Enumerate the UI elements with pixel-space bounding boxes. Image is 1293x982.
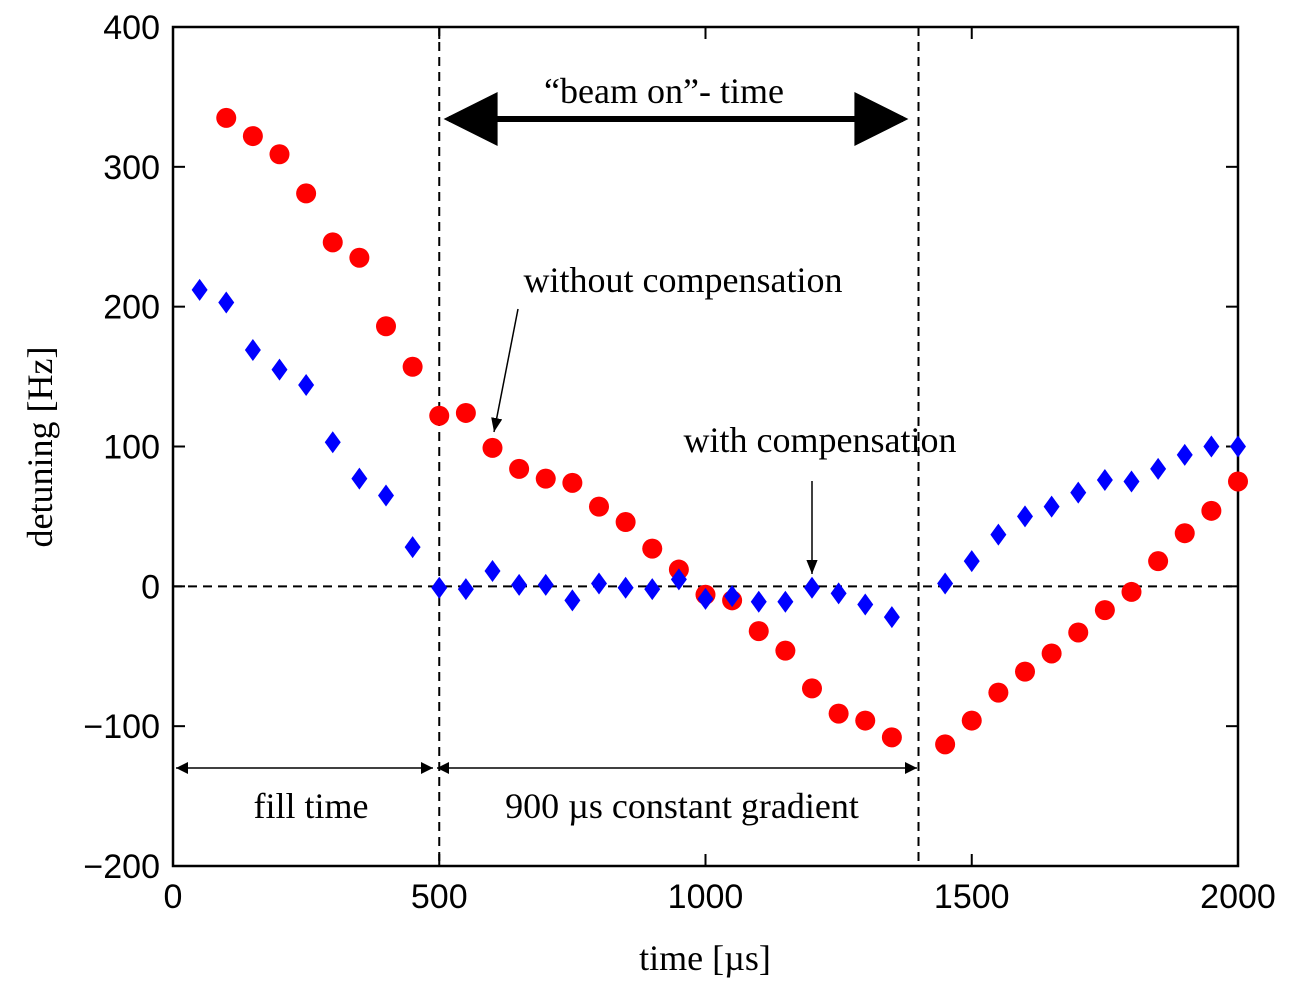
data-point-diamond [405,536,421,558]
data-point-diamond [1097,469,1113,491]
data-point-diamond [990,524,1006,546]
data-point-diamond [1203,436,1219,458]
y-tick-label: 200 [103,289,160,327]
data-point-circle [829,704,849,724]
data-point-diamond [1230,436,1246,458]
y-tick-label: −100 [83,708,160,746]
data-point-diamond [884,606,900,628]
data-point-circle [935,734,955,754]
data-point-diamond [644,578,660,600]
data-point-circle [1122,582,1142,602]
data-point-diamond [964,550,980,572]
data-point-circle [988,683,1008,703]
x-tick-label: 2000 [1200,878,1276,916]
y-tick-label: 400 [103,9,160,47]
data-point-circle [589,497,609,517]
data-point-diamond [538,574,554,596]
data-point-circle [509,459,529,479]
data-point-circle [775,641,795,661]
data-point-diamond [1070,482,1086,504]
data-point-diamond [511,574,527,596]
data-point-circle [802,678,822,698]
y-tick-label: 300 [103,149,160,187]
data-point-diamond [591,573,607,595]
data-point-circle [243,126,263,146]
without-compensation-arrow [494,309,518,432]
data-point-circle [403,357,423,377]
data-point-circle [882,727,902,747]
constant-gradient-label: 900 µs constant gradient [505,786,859,826]
without-compensation-label: without compensation [524,260,843,300]
data-point-diamond [1017,505,1033,527]
y-axis-title: detuning [Hz] [20,347,60,548]
y-tick-label: −200 [83,848,160,886]
x-axis-title: time [µs] [639,938,771,978]
data-point-diamond [1177,444,1193,466]
data-point-circle [1042,643,1062,663]
data-point-diamond [618,577,634,599]
data-point-diamond [245,339,261,361]
data-point-circle [323,232,343,252]
data-point-circle [296,183,316,203]
data-point-circle [1175,523,1195,543]
data-point-circle [456,403,476,423]
data-point-diamond [378,484,394,506]
data-point-circle [1228,471,1248,491]
data-point-circle [1015,662,1035,682]
data-point-circle [1095,600,1115,620]
x-tick-label: 500 [411,878,468,916]
with-compensation-label: with compensation [684,420,957,460]
data-point-diamond [272,359,288,381]
data-point-circle [1068,622,1088,642]
data-point-diamond [1044,496,1060,518]
data-point-diamond [1124,470,1140,492]
fill-time-label: fill time [254,786,369,826]
data-point-circle [216,108,236,128]
beam-on-label: “beam on”- time [544,71,784,111]
data-point-circle [855,711,875,731]
data-point-diamond [857,594,873,616]
tick-labels: 0 500 1000 1500 2000 −200 −100 0 100 200 300 400 [83,9,1275,916]
y-tick-label: 0 [141,568,160,606]
data-point-circle [429,406,449,426]
data-point-diamond [351,468,367,490]
data-point-circle [483,438,503,458]
data-point-diamond [485,560,501,582]
data-point-circle [349,248,369,268]
data-point-circle [962,711,982,731]
data-point-circle [616,512,636,532]
data-point-circle [376,316,396,336]
y-tick-label: 100 [103,429,160,467]
x-tick-label: 1000 [668,878,744,916]
data-point-diamond [458,578,474,600]
data-point-circle [270,144,290,164]
x-tick-label: 0 [164,878,183,916]
data-point-diamond [777,591,793,613]
data-point-diamond [564,589,580,611]
data-point-diamond [751,591,767,613]
data-point-circle [1201,501,1221,521]
data-point-diamond [431,577,447,599]
data-point-diamond [298,374,314,396]
data-point-circle [642,539,662,559]
x-tick-label: 1500 [934,878,1010,916]
data-point-circle [1148,551,1168,571]
data-point-diamond [937,573,953,595]
data-point-diamond [218,291,234,313]
data-point-diamond [1150,458,1166,480]
data-point-circle [536,469,556,489]
data-point-diamond [192,279,208,301]
data-point-diamond [325,431,341,453]
data-point-circle [749,621,769,641]
data-point-diamond [804,577,820,599]
data-point-circle [562,473,582,493]
